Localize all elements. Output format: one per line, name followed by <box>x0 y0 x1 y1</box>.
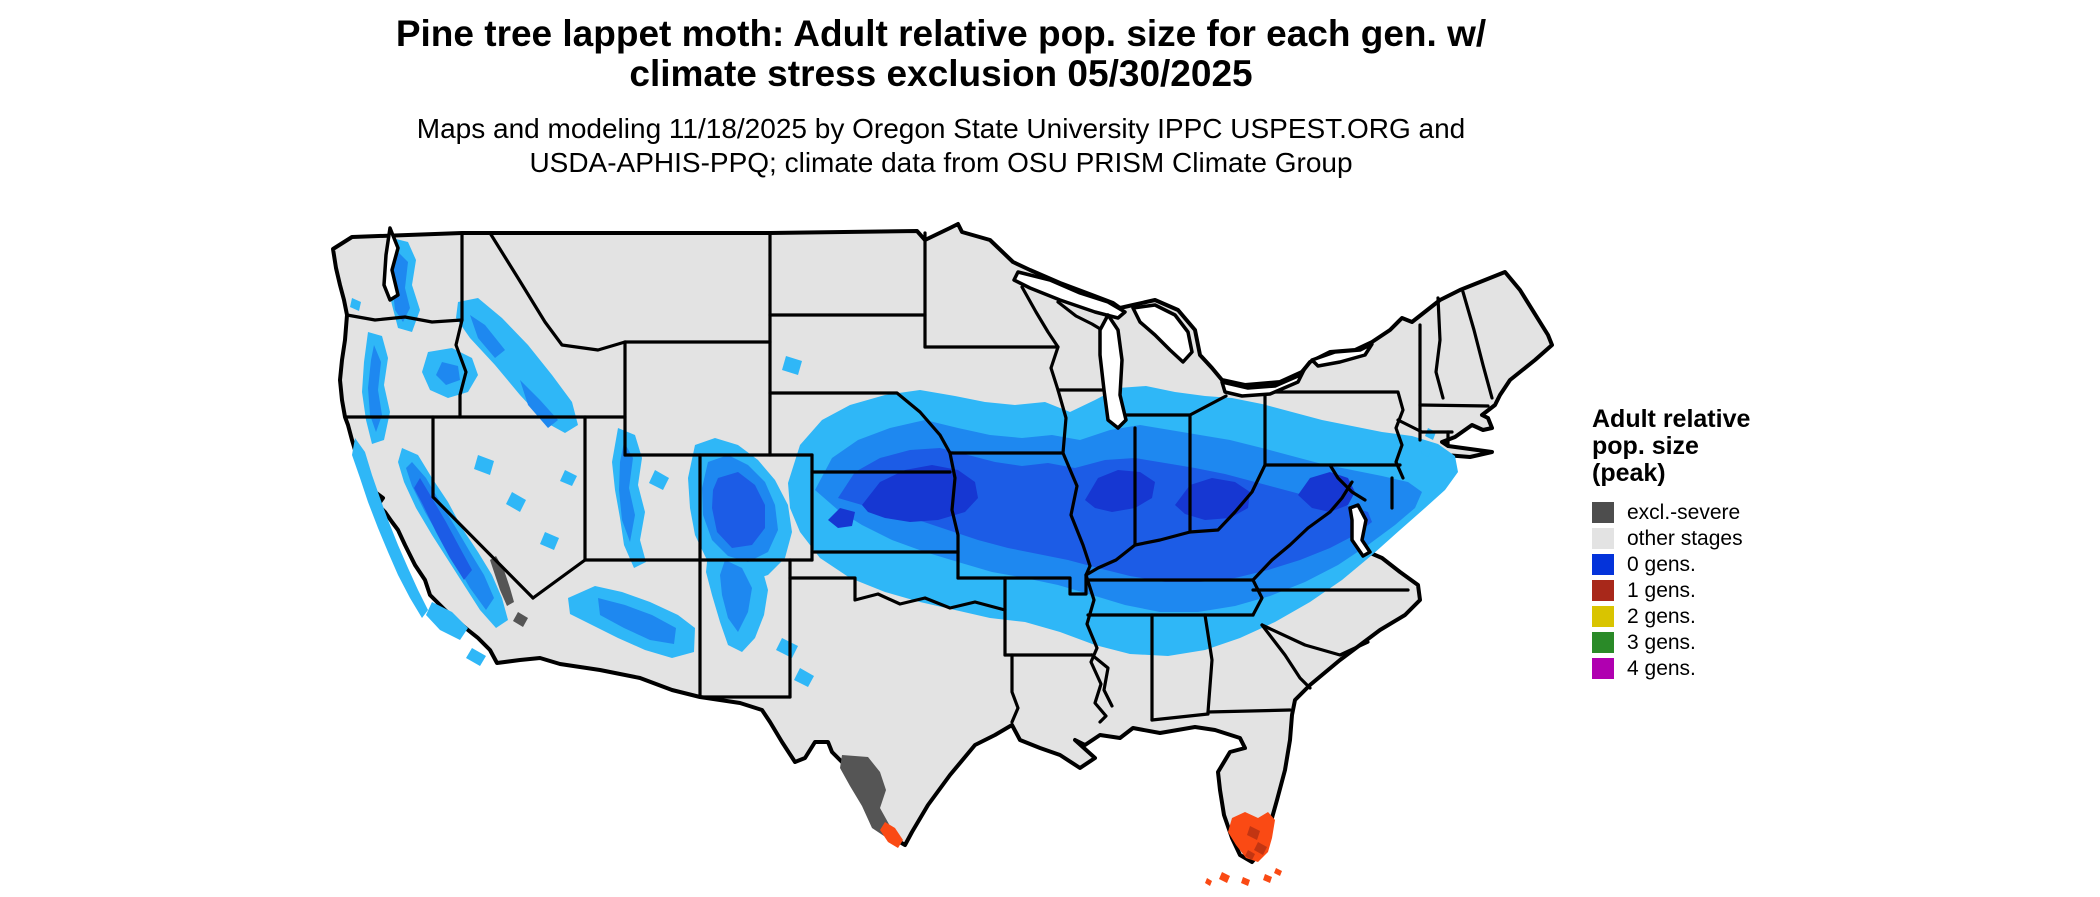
legend-title: Adult relative pop. size (peak) <box>1592 406 1852 487</box>
legend-swatch-2-gens <box>1592 605 1614 627</box>
legend-swatch-1-gens <box>1592 579 1614 601</box>
legend-label-4-gens: 4 gens. <box>1627 656 1696 680</box>
legend-item-1-gens: 1 gens. <box>1592 577 1852 603</box>
legend: Adult relative pop. size (peak) excl.-se… <box>1592 406 1852 681</box>
map-title-line2: climate stress exclusion 05/30/2025 <box>629 53 1253 94</box>
lake-michigan <box>1098 313 1128 430</box>
map-title-line1: Pine tree lappet moth: Adult relative po… <box>395 13 1487 54</box>
lake-huron <box>1131 303 1194 364</box>
legend-title-line1: Adult relative <box>1592 405 1751 433</box>
gen1-region <box>880 812 1282 886</box>
legend-items: excl.-severe other stages 0 gens. 1 gens… <box>1592 499 1852 681</box>
legend-swatch-4-gens <box>1592 657 1614 679</box>
legend-label-1-gens: 1 gens. <box>1627 578 1696 602</box>
map-subtitle: Maps and modeling 11/18/2025 by Oregon S… <box>241 112 1641 180</box>
legend-item-3-gens: 3 gens. <box>1592 629 1852 655</box>
map-title: Pine tree lappet moth: Adult relative po… <box>241 14 1641 94</box>
map-subtitle-line1: Maps and modeling 11/18/2025 by Oregon S… <box>416 113 1466 144</box>
lake-ontario <box>1310 342 1374 368</box>
map-subtitle-line2: USDA-APHIS-PPQ; climate data from OSU PR… <box>529 147 1353 178</box>
legend-label-2-gens: 2 gens. <box>1627 604 1696 628</box>
state-borders <box>343 231 1494 724</box>
legend-title-line2: pop. size <box>1592 432 1699 460</box>
legend-label-0-gens: 0 gens. <box>1627 552 1696 576</box>
legend-swatch-0-gens <box>1592 553 1614 575</box>
great-lakes <box>382 226 1374 558</box>
legend-item-excl-severe: excl.-severe <box>1592 499 1852 525</box>
lake-superior <box>1012 270 1127 320</box>
legend-item-0-gens: 0 gens. <box>1592 551 1852 577</box>
legend-title-line3: (peak) <box>1592 459 1666 487</box>
gen1-region-dark <box>1245 826 1267 860</box>
exclusion-severe-region <box>490 556 890 836</box>
legend-item-4-gens: 4 gens. <box>1592 655 1852 681</box>
legend-swatch-excl-severe <box>1592 501 1614 523</box>
legend-swatch-3-gens <box>1592 631 1614 653</box>
legend-label-other-stages: other stages <box>1627 526 1743 550</box>
legend-item-other-stages: other stages <box>1592 525 1852 551</box>
legend-label-3-gens: 3 gens. <box>1627 630 1696 654</box>
lake-erie <box>1220 366 1307 398</box>
chesapeake-bay <box>1348 503 1372 558</box>
legend-swatch-other-stages <box>1592 527 1614 549</box>
legend-item-2-gens: 2 gens. <box>1592 603 1852 629</box>
puget-sound <box>382 226 400 302</box>
legend-label-excl-severe: excl.-severe <box>1627 500 1741 524</box>
